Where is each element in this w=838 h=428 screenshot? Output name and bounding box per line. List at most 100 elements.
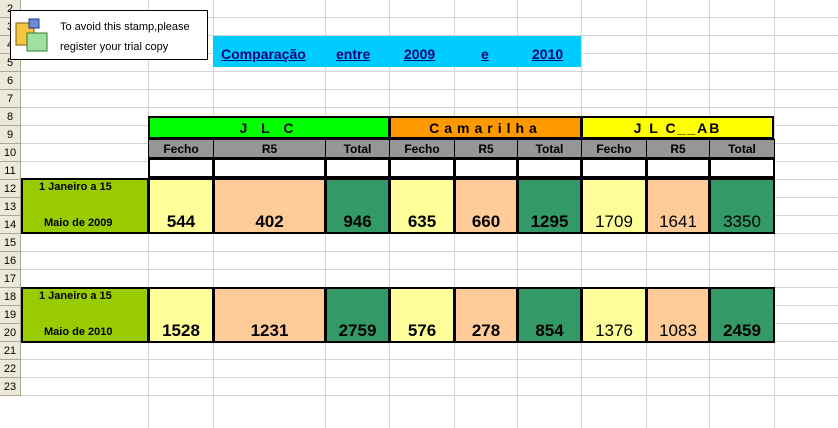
value-cell-total[interactable]: 2759 — [325, 287, 390, 343]
column-header-fecho: Fecho — [581, 139, 647, 158]
row-gridline — [21, 395, 838, 396]
blank-cell[interactable] — [581, 158, 647, 178]
blank-cell[interactable] — [148, 158, 214, 178]
row-header[interactable]: 20 — [0, 324, 21, 342]
column-header-total: Total — [709, 139, 775, 158]
group-header-jlc: J L C — [148, 116, 390, 139]
column-header-r5: R5 — [213, 139, 326, 158]
column-header-fecho: Fecho — [148, 139, 214, 158]
value-cell-r5[interactable]: 402 — [213, 178, 326, 234]
row-gridline — [21, 17, 838, 18]
row-gridline — [21, 359, 838, 360]
value-cell-fecho[interactable]: 635 — [389, 178, 455, 234]
row-header[interactable]: 17 — [0, 270, 21, 288]
row-header[interactable]: 18 — [0, 288, 21, 306]
blank-cell[interactable] — [517, 158, 582, 178]
value-text: 1641 — [659, 212, 697, 231]
value-cell-r5[interactable]: 278 — [454, 287, 518, 343]
value-text: 660 — [471, 212, 501, 231]
value-cell-total[interactable]: 2459 — [709, 287, 775, 343]
row-header[interactable]: 16 — [0, 252, 21, 270]
column-header-r5: R5 — [646, 139, 710, 158]
row-header[interactable]: 13 — [0, 198, 21, 216]
value-cell-r5[interactable]: 1231 — [213, 287, 326, 343]
row-gridline — [21, 89, 838, 90]
value-text: 544 — [166, 212, 196, 231]
period-label[interactable]: 1 Janeiro a 15 Maio de 2010 — [21, 287, 149, 343]
value-text: 1295 — [530, 212, 569, 231]
value-cell-total[interactable]: 1295 — [517, 178, 582, 234]
row-header[interactable]: 10 — [0, 144, 21, 162]
row-header[interactable]: 12 — [0, 180, 21, 198]
value-text: 2759 — [338, 321, 377, 340]
title-word-comparacao: Comparação — [221, 46, 306, 62]
value-text: 2459 — [723, 321, 761, 340]
row-header[interactable]: 22 — [0, 360, 21, 378]
title-word-entre: entre — [336, 46, 371, 62]
value-text: 402 — [255, 212, 284, 231]
value-text: 278 — [471, 321, 501, 340]
blank-cell[interactable] — [646, 158, 710, 178]
value-text: 576 — [407, 321, 437, 340]
period-label-line-1: 1 Janeiro a 15 — [39, 290, 112, 302]
row-gridline — [21, 107, 838, 108]
title-word-2010: 2010 — [532, 46, 564, 62]
row-header[interactable]: 11 — [0, 162, 21, 180]
row-gridline — [21, 71, 838, 72]
blank-cell[interactable] — [325, 158, 390, 178]
value-cell-total[interactable]: 946 — [325, 178, 390, 234]
period-label-line-1: 1 Janeiro a 15 — [39, 181, 112, 193]
value-text: 946 — [343, 212, 372, 231]
row-header[interactable]: 21 — [0, 342, 21, 360]
blank-cell[interactable] — [389, 158, 455, 178]
value-text: 1231 — [250, 321, 289, 340]
blank-cell[interactable] — [709, 158, 775, 178]
value-text: 1083 — [659, 321, 697, 340]
row-gridline — [21, 377, 838, 378]
value-cell-fecho[interactable]: 1376 — [581, 287, 647, 343]
column-header-total: Total — [325, 139, 390, 158]
value-text: 1709 — [595, 212, 633, 231]
row-gridline — [21, 251, 838, 252]
value-cell-fecho[interactable]: 544 — [148, 178, 214, 234]
value-cell-r5[interactable]: 1641 — [646, 178, 710, 234]
stamp-line-1: To avoid this stamp,please — [60, 21, 190, 33]
value-text: 854 — [535, 321, 564, 340]
value-text: 1528 — [162, 321, 200, 340]
row-header[interactable]: 19 — [0, 306, 21, 324]
row-header[interactable]: 9 — [0, 126, 21, 144]
row-gridline — [21, 35, 838, 36]
title-band — [213, 36, 581, 67]
period-label-line-2: Maio de 2010 — [44, 326, 113, 338]
value-cell-total[interactable]: 3350 — [709, 178, 775, 234]
row-gridline — [21, 269, 838, 270]
period-label[interactable]: 1 Janeiro a 15 Maio de 2009 — [21, 178, 149, 234]
column-header-fecho: Fecho — [389, 139, 455, 158]
row-header[interactable]: 14 — [0, 216, 21, 234]
stamp-line-2: register your trial copy — [60, 41, 169, 53]
value-text: 635 — [407, 212, 437, 231]
group-header-camarilha: Camarilha — [389, 116, 582, 139]
value-cell-fecho[interactable]: 576 — [389, 287, 455, 343]
row-header[interactable]: 6 — [0, 72, 21, 90]
row-header[interactable]: 7 — [0, 90, 21, 108]
value-cell-r5[interactable]: 1083 — [646, 287, 710, 343]
row-header[interactable]: 8 — [0, 108, 21, 126]
trial-stamp: To avoid this stamp,please register your… — [10, 10, 208, 60]
row-header[interactable]: 15 — [0, 234, 21, 252]
value-cell-total[interactable]: 854 — [517, 287, 582, 343]
period-label-line-2: Maio de 2009 — [44, 217, 113, 229]
value-text: 1376 — [595, 321, 633, 340]
group-header-jlc-ab: J L C__AB — [581, 116, 774, 139]
column-header-r5: R5 — [454, 139, 518, 158]
row-header[interactable]: 23 — [0, 378, 21, 396]
blank-cell[interactable] — [454, 158, 518, 178]
value-cell-fecho[interactable]: 1528 — [148, 287, 214, 343]
blank-cell[interactable] — [213, 158, 326, 178]
value-cell-fecho[interactable]: 1709 — [581, 178, 647, 234]
value-cell-r5[interactable]: 660 — [454, 178, 518, 234]
stamp-windows-icon — [15, 18, 48, 52]
title-word-2009: 2009 — [404, 46, 436, 62]
column-header-total: Total — [517, 139, 582, 158]
title-word-e: e — [481, 46, 489, 62]
